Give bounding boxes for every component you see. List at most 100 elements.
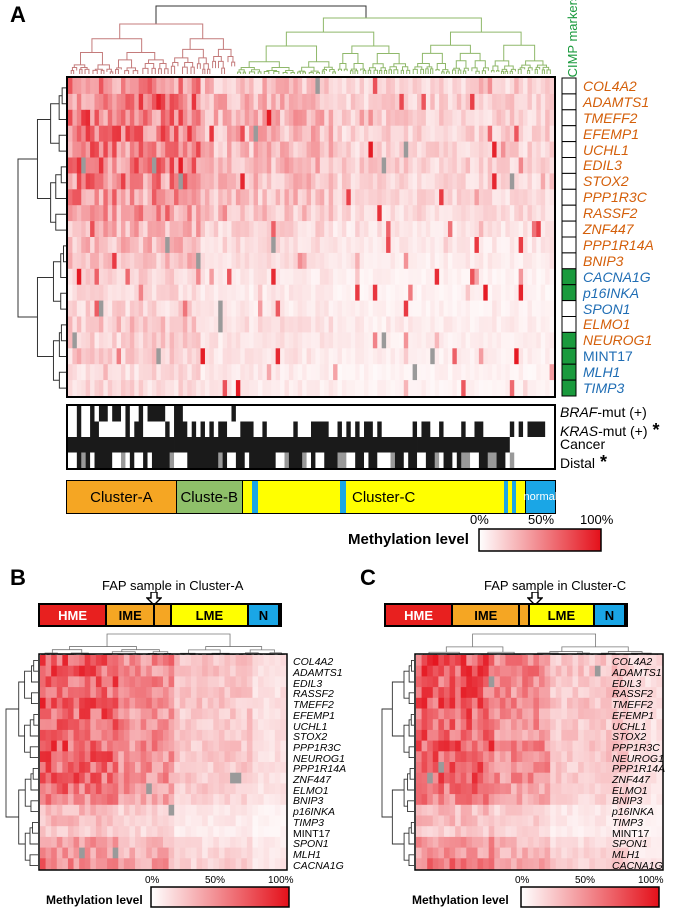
cimp-cell xyxy=(561,188,577,206)
heatmap-cell xyxy=(168,794,175,806)
heatmap-a-cell xyxy=(377,93,383,111)
heatmap-a-cell xyxy=(196,268,201,286)
heatmap-a-cell xyxy=(107,141,113,158)
cimp-cell xyxy=(561,379,577,397)
heatmap-a-cell xyxy=(94,141,100,158)
heatmap-a-cell xyxy=(275,268,281,286)
heatmap-a-cell xyxy=(138,78,144,95)
heatmap-a-cell xyxy=(346,332,352,349)
dendrogram-branch xyxy=(106,68,112,72)
annotation-cell xyxy=(430,421,436,437)
annotation-cell xyxy=(129,406,135,422)
annotation-cell xyxy=(81,421,87,437)
heatmap-a-cell xyxy=(417,93,422,111)
heatmap-cell xyxy=(157,687,164,699)
heatmap-a-cell xyxy=(496,348,502,365)
heatmap-a-cell xyxy=(492,284,497,301)
heatmap-a-cell xyxy=(523,316,528,333)
heatmap-a-cell xyxy=(271,252,277,270)
annotation-cell xyxy=(169,421,175,437)
heatmap-a-cell xyxy=(178,109,184,127)
heatmap-a-cell xyxy=(103,125,109,142)
annotation-cell xyxy=(253,406,259,422)
heatmap-cell xyxy=(455,772,462,784)
heatmap-a-cell xyxy=(470,237,475,254)
heatmap-a-cell xyxy=(500,348,506,365)
heatmap-cell xyxy=(118,687,125,699)
dendrogram-branch xyxy=(342,53,359,64)
heatmap-cell xyxy=(483,655,490,667)
heatmap-a-cell xyxy=(76,300,82,317)
heatmap-a-cell xyxy=(324,332,330,349)
heatmap-cell xyxy=(499,719,506,731)
heatmap-cell xyxy=(185,719,192,731)
annotation-cell xyxy=(235,437,241,453)
heatmap-a-cell xyxy=(249,284,254,301)
heatmap-a-cell xyxy=(377,78,383,95)
heatmap-a-cell xyxy=(368,364,374,381)
gene-label: p16INKA xyxy=(583,284,640,301)
heatmap-a-cell xyxy=(72,189,78,206)
heatmap-a-cell xyxy=(134,78,140,95)
heatmap-a-cell xyxy=(293,141,299,158)
heatmap-a-cell xyxy=(417,173,422,190)
heatmap-a-cell xyxy=(72,300,78,317)
heatmap-cell xyxy=(112,655,119,667)
heatmap-a-cell xyxy=(191,93,197,111)
heatmap-cell xyxy=(505,697,512,709)
heatmap-a-cell xyxy=(90,78,95,95)
heatmap-a-cell xyxy=(90,316,95,333)
heatmap-cell xyxy=(246,847,253,859)
dendrogram-branch xyxy=(482,67,489,71)
heatmap-cell xyxy=(589,783,596,795)
heatmap-a-cell xyxy=(350,109,356,127)
heatmap-cell xyxy=(466,708,473,720)
heatmap-a-cell xyxy=(333,300,338,317)
annotation-cell xyxy=(107,437,113,453)
heatmap-a-cell xyxy=(85,348,91,365)
heatmap-a-cell xyxy=(386,125,391,142)
heatmap-cell xyxy=(443,719,450,731)
heatmap-a-cell xyxy=(302,109,307,127)
heatmap-cell xyxy=(207,655,214,667)
heatmap-a-cell xyxy=(425,141,431,158)
heatmap-a-cell xyxy=(138,364,144,381)
heatmap-a-cell xyxy=(271,237,277,254)
heatmap-a-cell xyxy=(297,141,303,158)
heatmap-a-cell xyxy=(293,364,299,381)
heatmap-a-cell xyxy=(549,380,555,397)
heatmap-a-cell xyxy=(328,93,334,111)
heatmap-a-cell xyxy=(182,316,188,333)
heatmap-cell xyxy=(51,762,58,774)
cimp-cell xyxy=(561,331,577,349)
heatmap-a-cell xyxy=(98,109,104,127)
annotation-cell xyxy=(138,437,144,453)
heatmap-a-cell xyxy=(191,268,197,286)
heatmap-a-cell xyxy=(531,252,537,270)
heatmap-a-cell xyxy=(103,109,109,127)
annotation-cell xyxy=(147,421,153,437)
heatmap-cell xyxy=(645,762,652,774)
heatmap-cell xyxy=(51,804,58,816)
annotation-cell xyxy=(72,421,78,437)
heatmap-a-cell xyxy=(143,364,148,381)
heatmap-a-cell xyxy=(235,316,241,333)
heatmap-a-cell xyxy=(394,316,400,333)
heatmap-cell xyxy=(471,836,478,848)
heatmap-a-cell xyxy=(196,109,201,127)
heatmap-cell xyxy=(594,751,601,763)
heatmap-cell xyxy=(45,804,52,816)
annotation-cell xyxy=(319,437,325,453)
heatmap-cell xyxy=(95,729,102,741)
heatmap-a-cell xyxy=(134,189,140,206)
annotation-cell xyxy=(492,421,497,437)
heatmap-a-cell xyxy=(346,300,352,317)
cimp-cell xyxy=(561,300,577,318)
dendrogram-branch xyxy=(388,69,393,74)
heatmap-a-cell xyxy=(174,268,179,286)
heatmap-a-cell xyxy=(218,125,224,142)
annotation-cell xyxy=(408,406,414,422)
heatmap-a-cell xyxy=(461,380,467,397)
heatmap-cell xyxy=(258,794,265,806)
heatmap-a-cell xyxy=(417,141,422,158)
